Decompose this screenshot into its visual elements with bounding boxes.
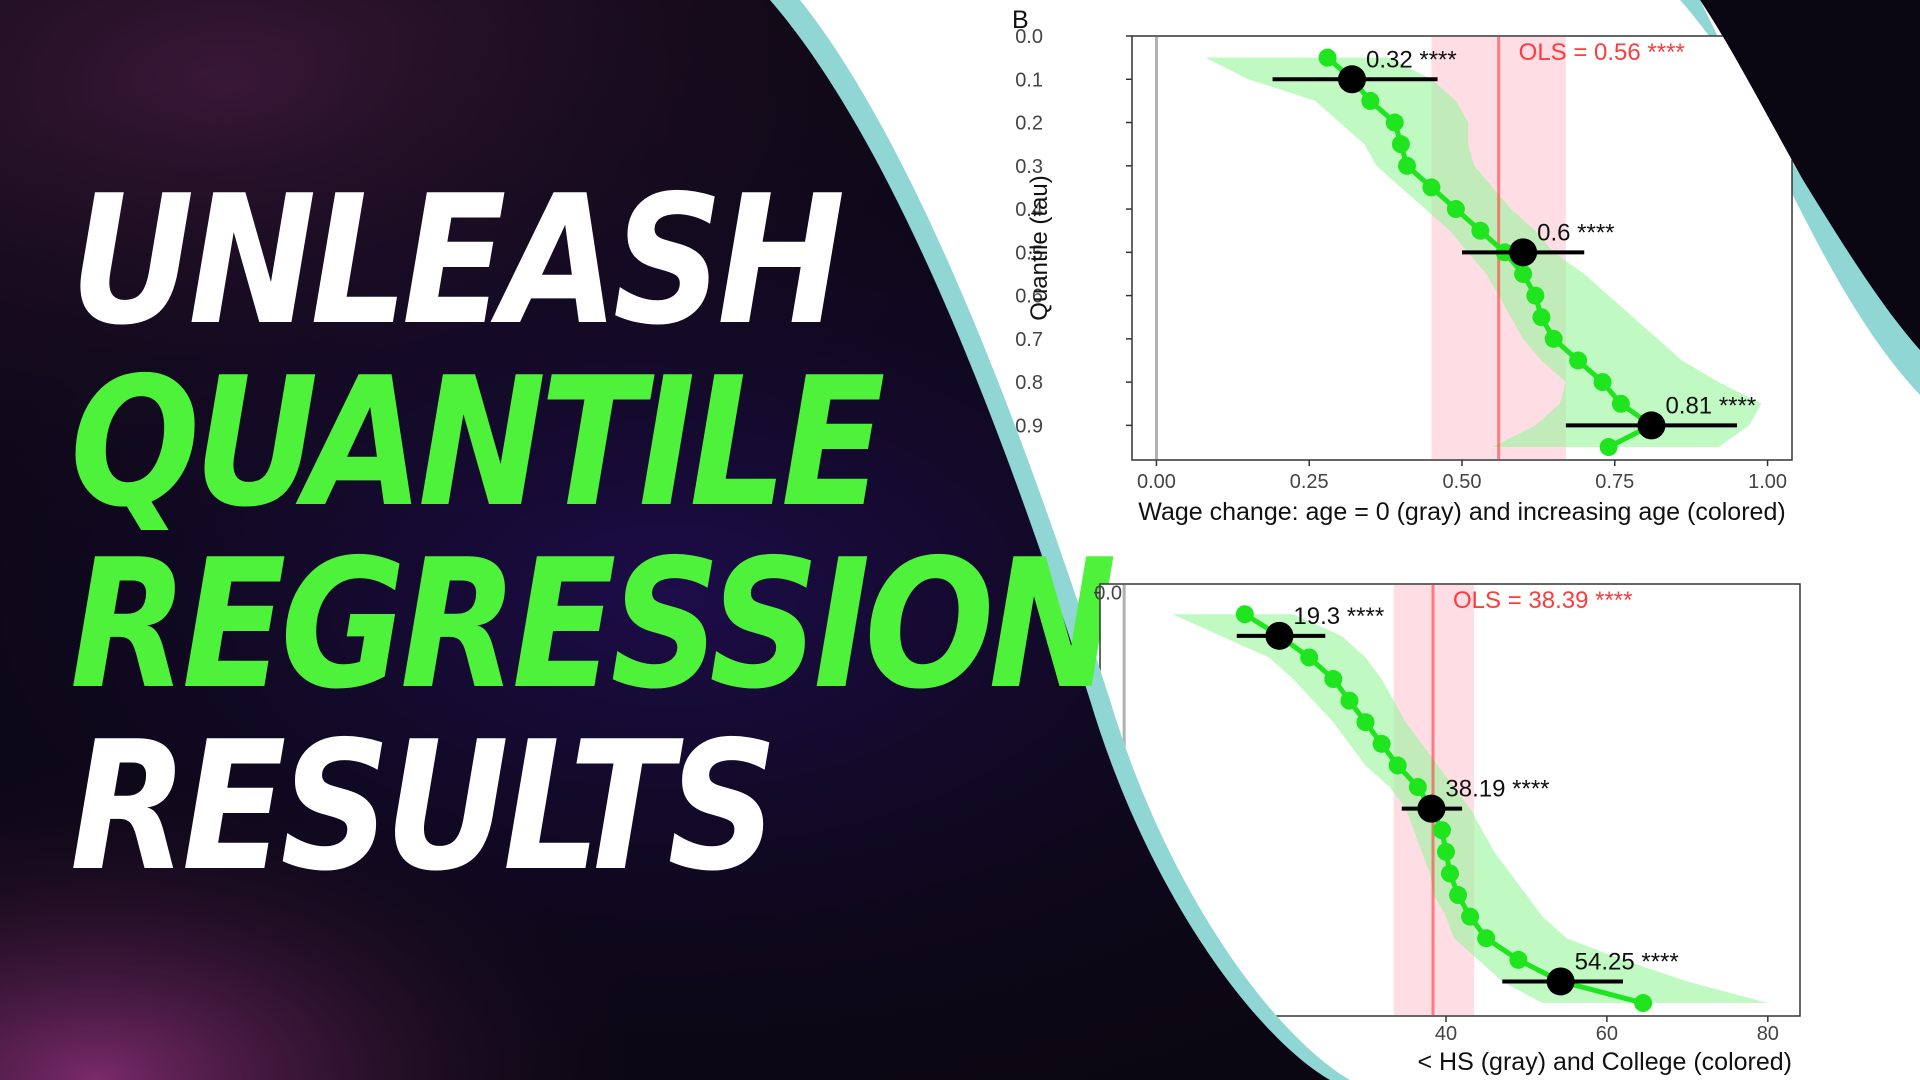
headline-line-4: RESULTS (70, 703, 778, 910)
y-tick-label: 0.5 (1015, 242, 1043, 264)
panel-education: 19.3 **** 38.19 **** 54.25 **** OLS = 38.39… (1094, 583, 1801, 1076)
quantile-point (1340, 691, 1359, 710)
quantile-point (1441, 864, 1459, 883)
quantile-point (1532, 308, 1551, 327)
quantile-point (1318, 48, 1337, 67)
quantile-point (1599, 438, 1618, 457)
quantile-point (1388, 756, 1407, 775)
quantile-point (1300, 648, 1319, 667)
panel-age: 0.32 **** 0.6 **** 0.81 **** OLS = 0.56 ***… (1012, 6, 1793, 526)
quantile-point (1509, 950, 1528, 969)
quantile-point (1398, 156, 1416, 175)
x-tick-label: 80 (1757, 1023, 1779, 1045)
quantile-point (1611, 394, 1630, 413)
quantile-point (1526, 286, 1545, 305)
quantile-point (1477, 929, 1496, 948)
quantile-point (1361, 91, 1380, 110)
quantile-point (1634, 994, 1653, 1013)
quantile-point (1356, 713, 1375, 732)
quantile-point (1471, 221, 1490, 240)
panel-label: B (1012, 6, 1029, 34)
quantile-ci-band (1172, 614, 1768, 1004)
quantile-point (1514, 264, 1533, 283)
headline-line-2: QUANTILE (70, 339, 886, 546)
quantile-point (1461, 907, 1480, 926)
y-tick-label: 0.0 (1015, 26, 1043, 48)
x-tick-label: 0.75 (1595, 471, 1634, 493)
x-axis-label: < HS (gray) and College (colored) (1418, 1048, 1792, 1076)
y-tick-label: 0.9 (1015, 415, 1043, 437)
quantile-point (1432, 821, 1451, 840)
quantile-point (1446, 200, 1465, 219)
y-tick-label: 0.7 (1015, 329, 1043, 351)
quantile-point (1324, 670, 1343, 689)
estimate-point (1265, 621, 1294, 650)
estimate-label: 38.19 **** (1445, 776, 1549, 803)
estimate-point (1338, 65, 1366, 94)
quantile-point (1408, 778, 1427, 797)
x-axis-label: Wage change: age = 0 (gray) and increasi… (1138, 498, 1785, 526)
x-tick-label: 0.50 (1443, 471, 1482, 493)
estimate-label: 0.6 **** (1537, 219, 1614, 246)
estimate-label: 0.81 **** (1665, 392, 1756, 419)
x-tick-label: 1.00 (1748, 471, 1787, 493)
quantile-point (1235, 605, 1254, 624)
quantile-point (1593, 373, 1612, 392)
quantile-point (1422, 178, 1441, 197)
ols-label: OLS = 38.39 **** (1453, 587, 1632, 614)
quantile-point (1449, 886, 1468, 905)
estimate-point (1637, 411, 1666, 440)
headline-line-1: UNLEASH (70, 157, 845, 364)
x-tick-label: 60 (1596, 1023, 1618, 1045)
estimate-point (1546, 967, 1575, 996)
y-tick-label: 0.0 (1094, 583, 1122, 605)
y-axis-label: Quantile (tau) (1026, 175, 1053, 320)
y-tick-label: 0.3 (1015, 156, 1043, 178)
estimate-label: 0.32 **** (1366, 46, 1457, 73)
estimate-point (1509, 238, 1538, 267)
quantile-point (1372, 734, 1391, 753)
estimate-point (1417, 794, 1446, 823)
estimate-label: 19.3 **** (1293, 603, 1384, 630)
y-tick-label: 0.1 (1015, 69, 1043, 91)
estimate-label: 54.25 **** (1575, 948, 1679, 975)
y-tick-label: 0.4 (1015, 199, 1043, 221)
y-tick-label: 0.2 (1015, 113, 1043, 135)
quantile-point (1436, 842, 1455, 861)
y-tick-label: 0.6 (1015, 286, 1043, 308)
quantile-point (1385, 113, 1404, 132)
quantile-point (1391, 135, 1410, 154)
y-tick-label: 0.8 (1015, 372, 1043, 394)
x-tick-label: 0.25 (1290, 471, 1329, 493)
wave-accent-right (1680, 0, 1920, 395)
ols-label: OLS = 0.56 **** (1519, 39, 1685, 66)
quantile-point (1569, 351, 1588, 370)
quantile-point (1544, 329, 1563, 348)
x-tick-label: 40 (1435, 1023, 1457, 1045)
x-tick-label: 0.00 (1137, 471, 1176, 493)
